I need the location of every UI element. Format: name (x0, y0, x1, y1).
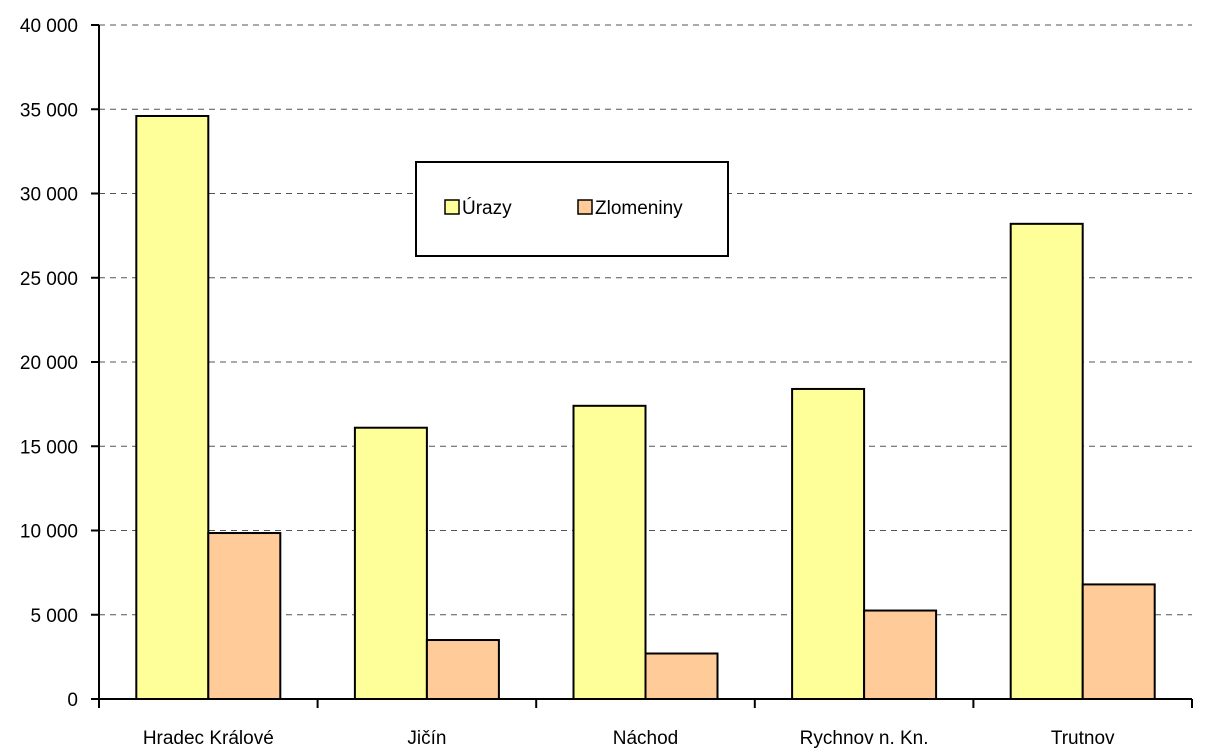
legend: Úrazy Zlomeniny (415, 161, 729, 257)
bar-urazy-4 (1009, 222, 1084, 701)
bar-zlomeniny-1 (425, 639, 500, 701)
x-axis-ticks: Hradec Králové Jičín Náchod Rychnov n. Kn. T… (98, 699, 1193, 749)
bars (135, 114, 1156, 701)
y-tick-label: 10 000 (20, 522, 78, 543)
bar-urazy-1 (353, 426, 428, 700)
y-tick-label: 15 000 (20, 437, 78, 458)
legend-box (415, 161, 729, 257)
y-tick-label: 30 000 (20, 185, 78, 206)
y-tick-label: 0 (67, 690, 78, 711)
bar-urazy-3 (791, 387, 866, 700)
legend-label-urazy: Úrazy (462, 197, 512, 219)
y-tick-label: 20 000 (20, 353, 78, 374)
bar-zlomeniny-2 (644, 652, 719, 701)
bar-urazy-0 (135, 114, 210, 701)
y-tick-label: 35 000 (20, 100, 78, 121)
y-tick-label: 25 000 (20, 269, 78, 290)
bar-urazy-2 (572, 404, 647, 700)
legend-swatch-zlomeniny (577, 199, 593, 215)
x-tick-label: Hradec Králové (143, 728, 274, 749)
x-tick-label: Náchod (613, 728, 679, 749)
x-tick-label: Trutnov (1051, 728, 1115, 749)
y-tick-label: 5 000 (30, 606, 78, 627)
bar-zlomeniny-3 (863, 609, 938, 700)
x-tick-label: Rychnov n. Kn. (800, 728, 929, 749)
legend-swatch-urazy (444, 199, 460, 215)
legend-label-zlomeniny: Zlomeniny (595, 198, 683, 219)
y-axis-ticks: 0 5 000 10 000 15 000 20 000 25 000 30 000 35 0… (20, 16, 99, 711)
y-tick-label: 40 000 (20, 16, 78, 37)
x-tick-label: Jičín (407, 728, 446, 749)
bar-zlomeniny-4 (1081, 583, 1156, 700)
bar-zlomeniny-0 (207, 532, 282, 701)
